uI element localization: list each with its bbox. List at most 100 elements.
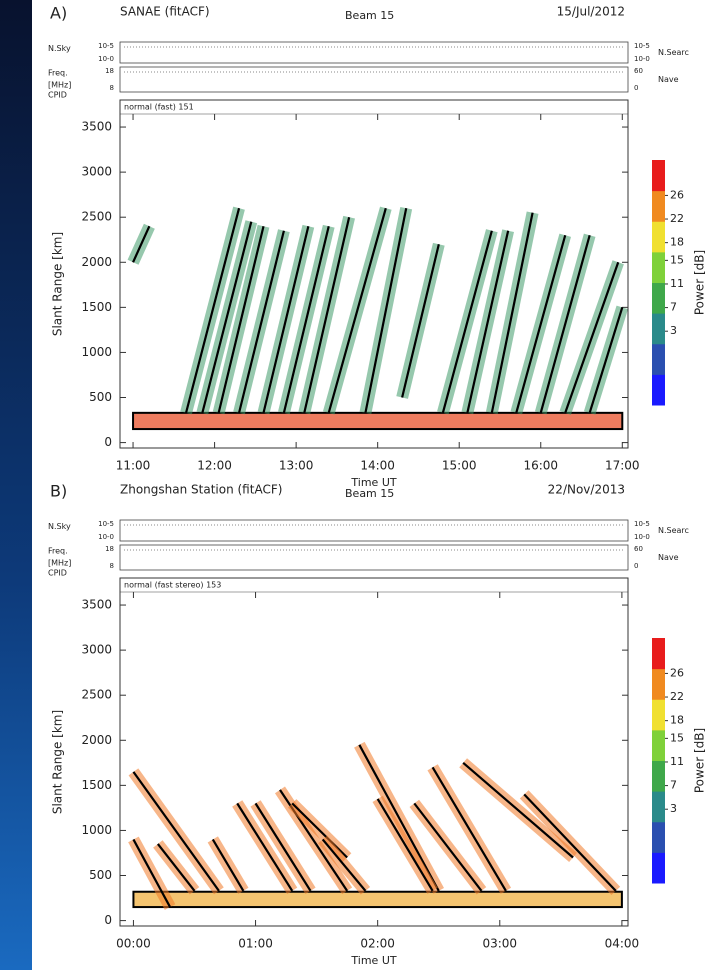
- echo-line: [282, 225, 330, 414]
- colorbar-band: [652, 760, 665, 792]
- y-tick-label: 500: [89, 868, 112, 882]
- x-axis-label: Time UT: [350, 954, 396, 967]
- echo-line: [401, 243, 440, 398]
- echo-line: [358, 744, 440, 892]
- colorbar-tick-label: 11: [670, 277, 684, 290]
- colorbar-band: [652, 791, 665, 823]
- echo-line: [217, 225, 265, 414]
- header-tick-right: 0: [634, 84, 638, 92]
- echo-line: [431, 766, 507, 892]
- colorbar-label: Power [dB]: [693, 250, 707, 315]
- y-tick-label: 1000: [81, 823, 112, 837]
- colorbar-band: [652, 821, 665, 853]
- header-label: [MHz]: [48, 81, 71, 90]
- colorbar-band: [652, 699, 665, 731]
- beam-label: Beam 15: [345, 487, 394, 500]
- colorbar-band: [652, 160, 665, 192]
- colorbar-tick-label: 15: [670, 253, 684, 266]
- header-tick-left: 8: [110, 84, 114, 92]
- echo-line: [184, 207, 241, 414]
- echo-line: [466, 230, 510, 414]
- colorbar-tick-label: 3: [670, 802, 677, 815]
- header-label: N.Sky: [48, 44, 71, 53]
- x-tick-label: 04:00: [605, 937, 640, 951]
- y-tick-label: 2500: [81, 688, 112, 702]
- x-tick-label: 01:00: [238, 937, 273, 951]
- x-tick-label: 16:00: [523, 459, 558, 473]
- colorbar-band: [652, 638, 665, 670]
- cpid-label: CPID: [48, 91, 67, 100]
- x-axis-label: Time UT: [350, 476, 396, 489]
- ground-scatter-box: [132, 411, 624, 431]
- echo-line: [132, 225, 151, 263]
- echo-line: [364, 207, 408, 414]
- x-tick-label: 14:00: [360, 459, 395, 473]
- header-tick-left: 10-0: [98, 533, 114, 541]
- echo-line: [211, 838, 245, 892]
- colorbar-tick-label: 26: [670, 188, 684, 201]
- chart-title: SANAE (fitACF): [120, 5, 210, 19]
- header-tick-right: 10-5: [634, 520, 650, 528]
- header-strip: [119, 519, 629, 542]
- y-tick-label: 500: [89, 390, 112, 404]
- ground-scatter-box: [132, 890, 623, 909]
- colorbar-band: [652, 251, 665, 283]
- colorbar-tick-label: 15: [670, 731, 684, 744]
- colorbar-tick-label: 26: [670, 666, 684, 679]
- colorbar-band: [652, 668, 665, 700]
- echo-line: [254, 802, 312, 892]
- header-strip: [119, 544, 629, 571]
- header-label: Freq.: [48, 69, 68, 78]
- header-tick-left: 10-0: [98, 55, 114, 63]
- header-label: [MHz]: [48, 559, 71, 568]
- echo-line: [564, 261, 620, 414]
- header-tick-left: 10-5: [98, 520, 114, 528]
- background-strip: [0, 0, 32, 970]
- colorbar-band: [652, 852, 665, 884]
- header-tick-right: 0: [634, 562, 638, 570]
- colorbar-tick-label: 3: [670, 324, 677, 337]
- echo-line: [441, 230, 493, 414]
- x-tick-label: 15:00: [442, 459, 477, 473]
- echo-line: [236, 802, 294, 892]
- x-tick-label: 02:00: [360, 937, 395, 951]
- y-axis-label: Slant Range [km]: [51, 232, 65, 336]
- echo-line: [237, 230, 285, 414]
- colorbar-band: [652, 282, 665, 314]
- y-tick-label: 3500: [81, 120, 112, 134]
- colorbar-tick-label: 11: [670, 755, 684, 768]
- y-tick-label: 3500: [81, 598, 112, 612]
- y-tick-label: 1500: [81, 778, 112, 792]
- y-tick-label: 1500: [81, 300, 112, 314]
- echo-line: [321, 838, 367, 892]
- header-right-label: N.Searc: [658, 526, 689, 535]
- header-right-label: N.Searc: [658, 48, 689, 57]
- header-strip: [119, 66, 629, 93]
- header-tick-left: 18: [105, 545, 114, 553]
- echo-line: [539, 234, 591, 414]
- echo-line: [132, 771, 220, 892]
- echo-line: [515, 234, 567, 414]
- colorbar-band: [652, 190, 665, 222]
- echo-line: [462, 761, 574, 859]
- y-tick-label: 1000: [81, 345, 112, 359]
- colorbar-band: [652, 374, 665, 406]
- header-right-label: Nave: [658, 75, 679, 84]
- colorbar-band: [652, 313, 665, 345]
- cpid-label: CPID: [48, 569, 67, 578]
- date-label: 22/Nov/2013: [548, 483, 625, 497]
- x-tick-label: 13:00: [279, 459, 314, 473]
- y-tick-label: 0: [104, 913, 112, 927]
- colorbar-tick-label: 18: [670, 714, 684, 727]
- panel-label: A): [50, 4, 67, 23]
- echo-line: [303, 216, 351, 414]
- header-tick-right: 10-0: [634, 55, 650, 63]
- colorbar-label: Power [dB]: [693, 728, 707, 793]
- header-strip: [119, 41, 629, 64]
- x-tick-label: 03:00: [482, 937, 517, 951]
- colorbar-band: [652, 729, 665, 761]
- colorbar-tick-label: 18: [670, 236, 684, 249]
- echo-line: [376, 798, 434, 892]
